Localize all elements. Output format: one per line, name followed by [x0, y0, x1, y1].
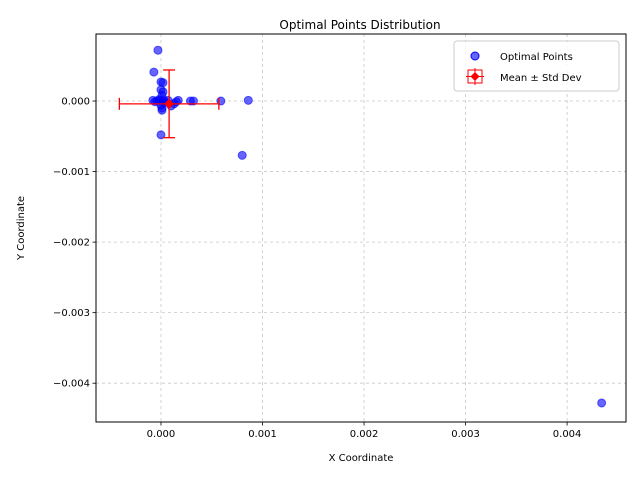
plot-frame	[95, 33, 627, 423]
y-axis-title: Y Coordinate	[16, 196, 27, 261]
data-point	[597, 398, 607, 408]
y-tick-label: −0.002	[53, 238, 90, 249]
x-tick-label: 0.001	[248, 429, 277, 440]
y-tick-label: −0.001	[53, 167, 90, 178]
y-tick-label: −0.003	[53, 308, 90, 319]
data-point	[156, 130, 166, 140]
x-tick-label: 0.003	[451, 429, 480, 440]
axis-ticks: 0.000 0.001 0.002 0.003 0.004 0.000 −0.001 −0.0…	[53, 97, 581, 440]
x-axis-title: X Coordinate	[329, 453, 394, 464]
data-point	[243, 95, 253, 105]
x-tick-label: 0.000	[147, 429, 176, 440]
y-tick-label: 0.000	[61, 97, 90, 108]
data-point	[153, 45, 163, 55]
mean-marker	[164, 98, 175, 109]
data-point	[157, 105, 167, 115]
mean-errorbar	[118, 69, 220, 139]
x-tick-label: 0.004	[553, 429, 582, 440]
data-point	[237, 150, 247, 160]
data-point	[149, 67, 159, 77]
legend-marker-optimal-points	[470, 51, 480, 61]
chart-title: Optimal Points Distribution	[279, 18, 440, 32]
data-point	[173, 95, 183, 105]
legend-marker-mean-std	[466, 68, 484, 85]
legend-box	[453, 40, 620, 92]
plot-data	[118, 45, 607, 408]
x-tick-label: 0.002	[350, 429, 379, 440]
legend-label-mean-std: Mean ± Std Dev	[500, 73, 582, 84]
data-point	[188, 96, 198, 106]
grid	[96, 34, 626, 422]
legend-label-optimal-points: Optimal Points	[500, 52, 573, 63]
legend: Optimal Points Mean ± Std Dev	[453, 40, 620, 92]
y-tick-label: −0.004	[53, 379, 90, 390]
